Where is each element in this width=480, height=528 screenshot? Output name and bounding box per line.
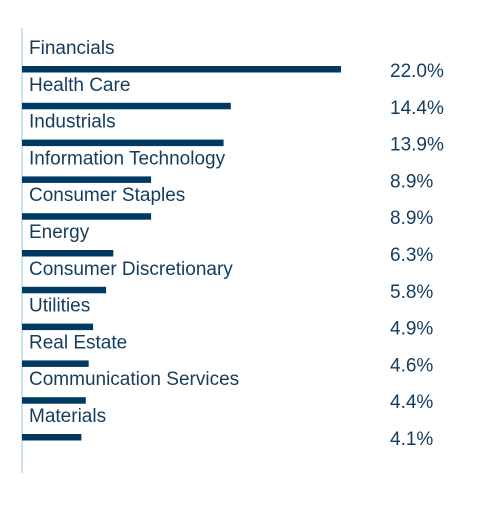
- bar: [22, 434, 82, 441]
- category-label: Consumer Discretionary: [29, 259, 233, 280]
- bar: [22, 139, 224, 147]
- value-label: 4.1%: [390, 429, 433, 450]
- category-label: Materials: [29, 406, 106, 427]
- bar: [22, 213, 152, 220]
- value-label: 6.3%: [390, 245, 433, 266]
- value-label: 22.0%: [390, 61, 444, 82]
- bar: [22, 102, 231, 110]
- category-label: Communication Services: [29, 369, 239, 390]
- value-label: 5.8%: [390, 282, 433, 303]
- value-label: 13.9%: [390, 135, 444, 156]
- value-label: 4.6%: [390, 355, 433, 376]
- bar: [22, 176, 152, 183]
- value-label: 4.9%: [390, 319, 433, 340]
- category-label: Information Technology: [29, 148, 226, 169]
- bar: [22, 286, 107, 294]
- category-label: Utilities: [29, 296, 90, 317]
- bars-layer: Financials 22.0% Health Care 14.4% Industria…: [22, 38, 444, 450]
- category-label: Health Care: [29, 75, 130, 96]
- category-label: Real Estate: [29, 332, 127, 353]
- value-label: 4.4%: [390, 392, 433, 413]
- category-label: Energy: [29, 222, 90, 243]
- bar: [22, 66, 341, 73]
- value-label: 8.9%: [390, 171, 433, 192]
- bar: [22, 397, 86, 404]
- bar: [22, 250, 114, 257]
- bar: [22, 323, 94, 331]
- category-label: Consumer Staples: [29, 185, 185, 206]
- value-label: 14.4%: [390, 98, 444, 119]
- bar: [22, 360, 89, 367]
- category-label: Financials: [29, 38, 115, 59]
- category-label: Industrials: [29, 112, 116, 133]
- value-label: 8.9%: [390, 208, 433, 229]
